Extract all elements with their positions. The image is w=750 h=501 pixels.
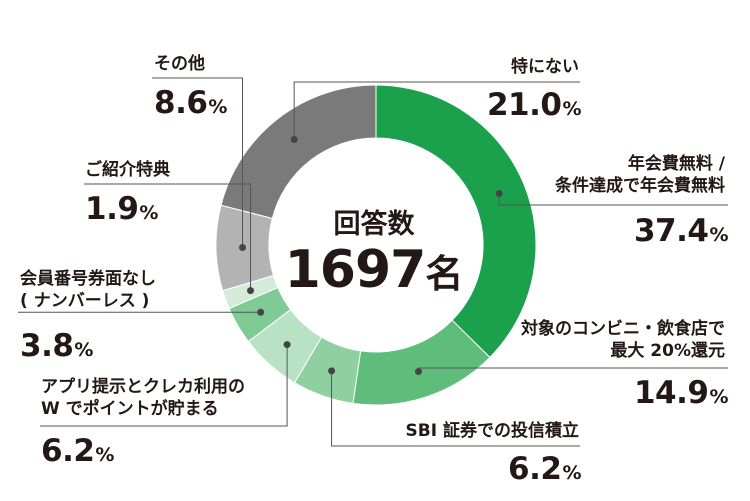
label-line: 条件達成で年会費無料 (555, 176, 725, 196)
label-nothing-in-particular: 特にない (511, 56, 579, 78)
value-suffix: % (562, 98, 581, 120)
value-number: 1.9 (85, 191, 139, 227)
value-annual-fee-free: 37.4% (633, 213, 729, 252)
leader-line-other (152, 77, 244, 248)
slice-annual-fee-free (375, 84, 537, 359)
leader-dot-sbi-securities (328, 367, 336, 375)
leader-lines (18, 77, 728, 447)
center-total-unit: 名 (425, 252, 464, 296)
value-sbi-securities: 6.2% (508, 452, 581, 490)
leader-dot-numberless-card (257, 308, 265, 316)
label-referral-bonus: ご紹介特典 (85, 159, 170, 181)
label-line: ご紹介特典 (85, 160, 170, 180)
leader-dot-convenience-store (414, 368, 422, 376)
value-suffix: % (709, 386, 728, 408)
leader-dot-annual-fee-free (495, 190, 503, 198)
value-suffix: % (74, 339, 93, 361)
label-line: W でポイントが貯まる (41, 399, 219, 419)
value-suffix: % (95, 444, 114, 466)
value-referral-bonus: 1.9% (85, 192, 158, 230)
center-title: 回答数 (333, 209, 415, 240)
value-nothing-in-particular: 21.0% (486, 87, 582, 126)
value-numberless-card: 3.8% (20, 329, 93, 367)
leader-line-app-w-points (40, 344, 288, 427)
label-other: その他 (154, 53, 205, 75)
label-line: 特にない (511, 57, 579, 77)
value-suffix: % (709, 224, 728, 246)
label-line: その他 (154, 54, 205, 74)
label-line: 最大 20%還元 (610, 341, 725, 361)
leader-dot-nothing-in-particular (290, 136, 298, 144)
center-total: 1697名 (262, 240, 486, 300)
value-number: 6.2 (41, 433, 95, 469)
leader-dot-other (239, 244, 247, 252)
label-line: 対象のコンビニ・飲食店で (521, 319, 725, 339)
leader-line-nothing-in-particular (293, 81, 580, 140)
label-convenience-store: 対象のコンビニ・飲食店で 最大 20%還元 (521, 318, 725, 362)
leader-dot-app-w-points (283, 341, 291, 349)
leader-line-annual-fee-free (498, 193, 728, 206)
label-line: アプリ提示とクレカ利用の (41, 377, 245, 397)
value-number: 37.4 (633, 213, 709, 249)
value-suffix: % (139, 202, 158, 224)
label-numberless-card: 会員番号券面なし( ナンバーレス ) (20, 268, 156, 312)
label-line: 年会費無料 / (627, 154, 725, 174)
value-number: 3.8 (20, 328, 74, 364)
value-number: 14.9 (633, 375, 709, 411)
value-number: 8.6 (154, 85, 208, 121)
leader-dot-referral-bonus (247, 287, 255, 295)
value-number: 21.0 (486, 87, 562, 123)
value-other: 8.6% (154, 86, 227, 124)
leader-line-referral-bonus (84, 183, 252, 291)
value-number: 6.2 (508, 451, 562, 487)
label-line: SBI 証券での投信積立 (405, 421, 579, 441)
label-app-w-points: アプリ提示とクレカ利用の W でポイントが貯まる (41, 376, 245, 420)
value-suffix: % (562, 462, 581, 484)
label-line: 会員番号券面なし (20, 269, 156, 289)
label-line: ( ナンバーレス ) (20, 291, 150, 311)
leader-line-sbi-securities (331, 370, 580, 447)
label-annual-fee-free: 年会費無料 / 条件達成で年会費無料 (555, 153, 725, 197)
value-app-w-points: 6.2% (41, 434, 114, 472)
value-suffix: % (208, 96, 227, 118)
value-convenience-store: 14.9% (633, 375, 729, 414)
label-sbi-securities: SBI 証券での投信積立 (406, 420, 579, 442)
slice-nothing-in-particular (220, 84, 377, 219)
center-total-number: 1697 (284, 240, 427, 300)
